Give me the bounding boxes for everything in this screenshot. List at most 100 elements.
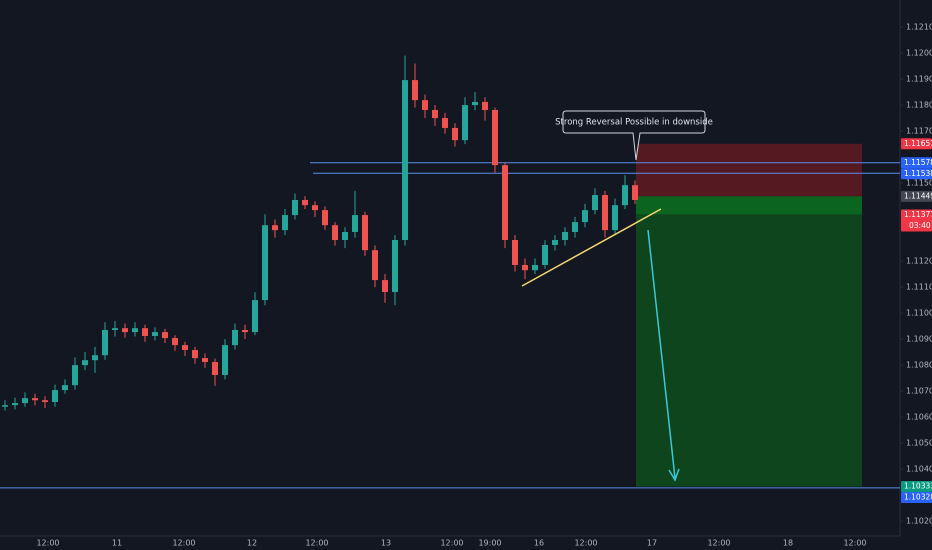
candle-body [382,280,388,293]
x-tick-label: 12:00 [305,539,328,548]
candle-body [512,240,518,265]
candle-body [542,244,548,265]
candle-body [162,332,168,339]
x-tick-label: 19:00 [478,539,501,548]
candle-body [122,328,128,333]
candle-body [472,101,478,106]
candle-body [572,222,578,232]
candle-body [262,225,268,301]
x-tick-label: 16 [534,539,544,548]
x-tick-label: 12 [247,539,257,548]
x-tick-label: 12:00 [36,539,59,548]
x-tick-label: 11 [112,539,122,548]
candle-body [462,105,468,141]
candle-body [312,205,318,211]
y-tick-label: 1.10900 [906,335,932,344]
candle-body [332,225,338,241]
y-tick-label: 1.10500 [906,439,932,448]
candle-body [482,101,488,110]
candle-body [492,110,498,166]
price-tag [901,157,932,169]
candle-body [322,210,328,226]
candle-body [582,210,588,223]
candle-body [292,199,298,216]
target-zone [636,196,862,487]
price-tag [901,168,932,180]
x-tick-label: 13 [381,539,391,548]
candle-body [252,300,258,333]
candle-body [232,330,238,346]
candle-body [202,358,208,362]
annotation: Strong Reversal Possible in downside [555,110,713,161]
y-tick-label: 1.11000 [906,309,932,318]
price-tag [901,209,932,232]
candle-body [182,345,188,351]
candle-body [342,231,348,241]
price-tag-label: 1.10328 [904,493,932,502]
trend-line [521,208,662,287]
price-tag [901,492,932,504]
candle-body [432,110,438,119]
candle-body [72,365,78,386]
y-tick-label: 1.11500 [906,179,932,188]
y-tick-label: 1.12100 [906,23,932,32]
x-tick-label: 17 [647,539,657,548]
candle-body [192,350,198,359]
stop-zone [636,143,862,197]
candle-body [372,250,378,281]
entry-band [636,196,862,215]
y-tick-label: 1.10200 [906,517,932,526]
candle-body [52,390,58,403]
candle-body [42,400,48,403]
candle-body [522,264,528,271]
x-tick-label: 12:00 [440,539,463,548]
candle-body [622,185,628,206]
candle-body [412,80,418,101]
candle-body [82,360,88,366]
annotation-box [562,110,706,161]
candle-body [212,361,218,375]
y-tick-label: 1.11800 [906,101,932,110]
price-tag [901,190,932,202]
x-tick-label: 12:00 [843,539,866,548]
candle-body [142,328,148,336]
y-tick-label: 1.11200 [906,257,932,266]
price-tag-label: 1.10333 [904,482,932,491]
candle-body [552,240,558,245]
annotation-text: Strong Reversal Possible in downside [555,118,713,128]
candle-body [592,195,598,211]
candle-body [172,338,178,346]
price-tag-label: 1.11449 [904,191,932,200]
price-tag-label: 1.11377 [904,210,932,219]
candle-body [132,328,138,333]
candle-body [2,405,8,407]
candle-body [152,332,158,336]
arrow-head [668,468,680,482]
candle-body [442,118,448,128]
candle-body [402,80,408,241]
candle-body [32,398,38,401]
y-tick-label: 1.12000 [906,49,932,58]
y-tick-label: 1.11900 [906,75,932,84]
candle-body [602,195,608,231]
candle-body [452,127,458,141]
price-tag-label: 1.11651 [904,139,932,148]
candle-body [392,240,398,293]
y-tick-label: 1.10400 [906,465,932,474]
candle-body [22,398,28,404]
candle-body [92,355,98,361]
y-tick-label: 1.11700 [906,127,932,136]
candle-body [532,264,538,271]
price-tag-label: 1.11538 [904,169,932,178]
projection-arrow [647,229,676,479]
y-tick-label: 1.10700 [906,387,932,396]
candle-body [302,199,308,206]
candle-body [242,330,248,333]
candle-body [282,215,288,231]
candle-body [12,403,18,406]
candle-body [352,215,358,232]
candle-body [222,345,228,375]
x-tick-label: 18 [783,539,793,548]
candle-body [112,328,118,330]
